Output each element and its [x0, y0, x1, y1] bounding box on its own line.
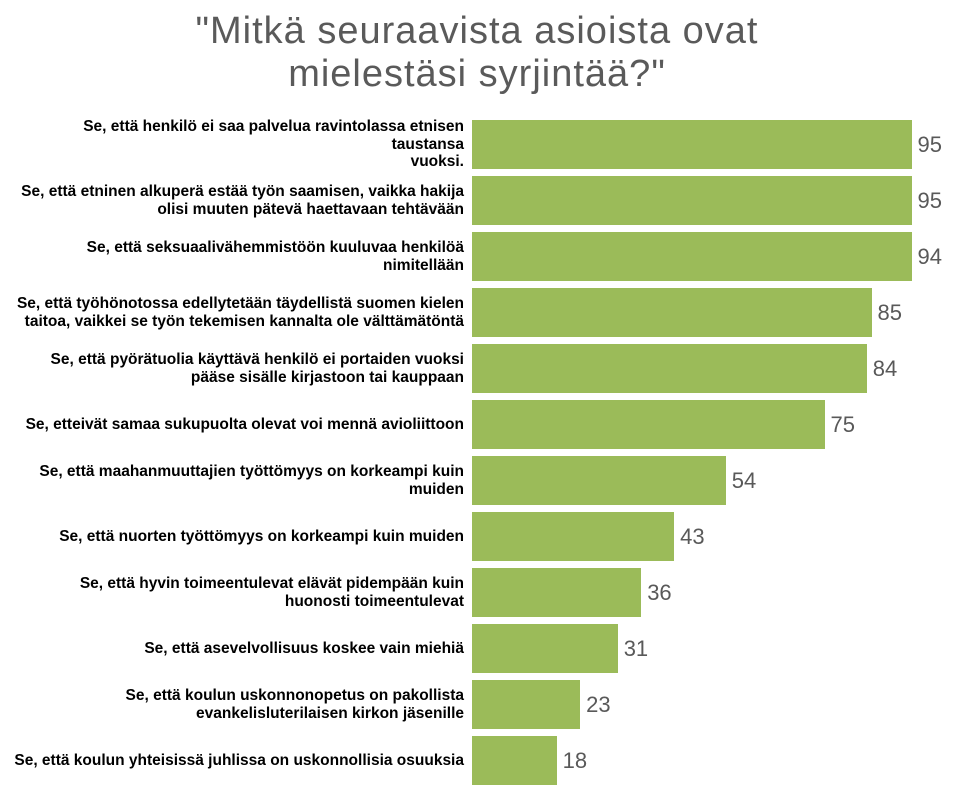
category-label-line: Se, että seksuaalivähemmistöön kuuluvaa …	[87, 239, 464, 257]
bar-cell: 95	[472, 176, 942, 225]
category-label-line: huonosti toimeentulevat	[80, 593, 464, 611]
bar-value: 43	[680, 524, 704, 550]
category-label-line: Se, että koulun yhteisissä juhlissa on u…	[14, 752, 464, 770]
chart-row: Se, että henkilö ei saa palvelua ravinto…	[12, 120, 942, 169]
bar-cell: 85	[472, 288, 942, 337]
category-label-line: Se, että nuorten työttömyys on korkeampi…	[59, 528, 464, 546]
chart-container: "Mitkä seuraavista asioista ovat mielest…	[0, 0, 960, 782]
bar	[472, 456, 726, 505]
bar	[472, 568, 641, 617]
label-cell: Se, että pyörätuolia käyttävä henkilö ei…	[12, 351, 472, 386]
category-label-line: vuoksi.	[12, 153, 464, 171]
bar-value: 18	[563, 748, 587, 774]
bar	[472, 680, 580, 729]
bar-value: 95	[918, 188, 942, 214]
category-label: Se, että maahanmuuttajien työttömyys on …	[39, 463, 464, 498]
bar-value: 85	[878, 300, 902, 326]
category-label: Se, että koulun uskonnonopetus on pakoll…	[126, 687, 464, 722]
chart-row: Se, että seksuaalivähemmistöön kuuluvaa …	[12, 232, 942, 281]
label-cell: Se, että nuorten työttömyys on korkeampi…	[12, 528, 472, 546]
chart-title: "Mitkä seuraavista asioista ovat mielest…	[12, 10, 942, 96]
bar	[472, 512, 674, 561]
bar-cell: 43	[472, 512, 942, 561]
category-label: Se, että seksuaalivähemmistöön kuuluvaa …	[87, 239, 464, 274]
category-label-line: evankelisluterilaisen kirkon jäsenille	[126, 705, 464, 723]
category-label-line: Se, että hyvin toimeentulevat elävät pid…	[80, 575, 464, 593]
label-cell: Se, että hyvin toimeentulevat elävät pid…	[12, 575, 472, 610]
bar-value: 94	[918, 244, 942, 270]
bar-value: 31	[624, 636, 648, 662]
bar-cell: 23	[472, 680, 942, 729]
bar-cell: 18	[472, 736, 942, 785]
chart-row: Se, että etninen alkuperä estää työn saa…	[12, 176, 942, 225]
category-label: Se, että koulun yhteisissä juhlissa on u…	[14, 752, 464, 770]
bar-value: 23	[586, 692, 610, 718]
bar-cell: 31	[472, 624, 942, 673]
category-label-line: Se, että asevelvollisuus koskee vain mie…	[144, 640, 464, 658]
label-cell: Se, etteivät samaa sukupuolta olevat voi…	[12, 416, 472, 434]
category-label-line: Se, etteivät samaa sukupuolta olevat voi…	[26, 416, 464, 434]
chart-row: Se, että hyvin toimeentulevat elävät pid…	[12, 568, 942, 617]
bar-cell: 94	[472, 232, 942, 281]
bar	[472, 400, 825, 449]
chart-row: Se, että työhönotossa edellytetään täyde…	[12, 288, 942, 337]
bar-value: 95	[918, 132, 942, 158]
category-label: Se, että pyörätuolia käyttävä henkilö ei…	[51, 351, 464, 386]
bar-cell: 54	[472, 456, 942, 505]
bar	[472, 736, 557, 785]
chart-row: Se, etteivät samaa sukupuolta olevat voi…	[12, 400, 942, 449]
category-label-line: muiden	[39, 481, 464, 499]
category-label-line: Se, että pyörätuolia käyttävä henkilö ei…	[51, 351, 464, 369]
category-label-line: Se, että työhönotossa edellytetään täyde…	[17, 295, 464, 313]
chart-row: Se, että asevelvollisuus koskee vain mie…	[12, 624, 942, 673]
category-label-line: nimitellään	[87, 257, 464, 275]
bar	[472, 176, 912, 225]
label-cell: Se, että henkilö ei saa palvelua ravinto…	[12, 118, 472, 171]
bar-cell: 84	[472, 344, 942, 393]
bar-value: 36	[647, 580, 671, 606]
chart-title-line-2: mielestäsi syrjintää?"	[12, 53, 942, 96]
category-label: Se, etteivät samaa sukupuolta olevat voi…	[26, 416, 464, 434]
chart-title-line-1: "Mitkä seuraavista asioista ovat	[12, 10, 942, 53]
category-label: Se, että etninen alkuperä estää työn saa…	[21, 183, 464, 218]
category-label: Se, että henkilö ei saa palvelua ravinto…	[12, 118, 464, 171]
bar-value: 54	[732, 468, 756, 494]
bar-value: 75	[831, 412, 855, 438]
category-label: Se, että asevelvollisuus koskee vain mie…	[144, 640, 464, 658]
bar	[472, 624, 618, 673]
category-label: Se, että hyvin toimeentulevat elävät pid…	[80, 575, 464, 610]
category-label-line: Se, että etninen alkuperä estää työn saa…	[21, 183, 464, 201]
label-cell: Se, että työhönotossa edellytetään täyde…	[12, 295, 472, 330]
chart-row: Se, että nuorten työttömyys on korkeampi…	[12, 512, 942, 561]
chart-row: Se, että pyörätuolia käyttävä henkilö ei…	[12, 344, 942, 393]
label-cell: Se, että seksuaalivähemmistöön kuuluvaa …	[12, 239, 472, 274]
bar-cell: 95	[472, 120, 942, 169]
bar	[472, 120, 912, 169]
bar-value: 84	[873, 356, 897, 382]
category-label-line: pääse sisälle kirjastoon tai kauppaan	[51, 369, 464, 387]
category-label: Se, että nuorten työttömyys on korkeampi…	[59, 528, 464, 546]
label-cell: Se, että maahanmuuttajien työttömyys on …	[12, 463, 472, 498]
category-label-line: Se, että henkilö ei saa palvelua ravinto…	[12, 118, 464, 153]
category-label: Se, että työhönotossa edellytetään täyde…	[17, 295, 464, 330]
bar	[472, 344, 867, 393]
bar	[472, 232, 912, 281]
category-label-line: taitoa, vaikkei se työn tekemisen kannal…	[17, 313, 464, 331]
label-cell: Se, että etninen alkuperä estää työn saa…	[12, 183, 472, 218]
chart-row: Se, että koulun yhteisissä juhlissa on u…	[12, 736, 942, 785]
label-cell: Se, että asevelvollisuus koskee vain mie…	[12, 640, 472, 658]
horizontal-bar-chart: Se, että henkilö ei saa palvelua ravinto…	[12, 120, 942, 785]
label-cell: Se, että koulun uskonnonopetus on pakoll…	[12, 687, 472, 722]
category-label-line: Se, että koulun uskonnonopetus on pakoll…	[126, 687, 464, 705]
category-label-line: olisi muuten pätevä haettavaan tehtävään	[21, 201, 464, 219]
label-cell: Se, että koulun yhteisissä juhlissa on u…	[12, 752, 472, 770]
bar-cell: 75	[472, 400, 942, 449]
category-label-line: Se, että maahanmuuttajien työttömyys on …	[39, 463, 464, 481]
chart-row: Se, että koulun uskonnonopetus on pakoll…	[12, 680, 942, 729]
chart-row: Se, että maahanmuuttajien työttömyys on …	[12, 456, 942, 505]
bar-cell: 36	[472, 568, 942, 617]
bar	[472, 288, 872, 337]
